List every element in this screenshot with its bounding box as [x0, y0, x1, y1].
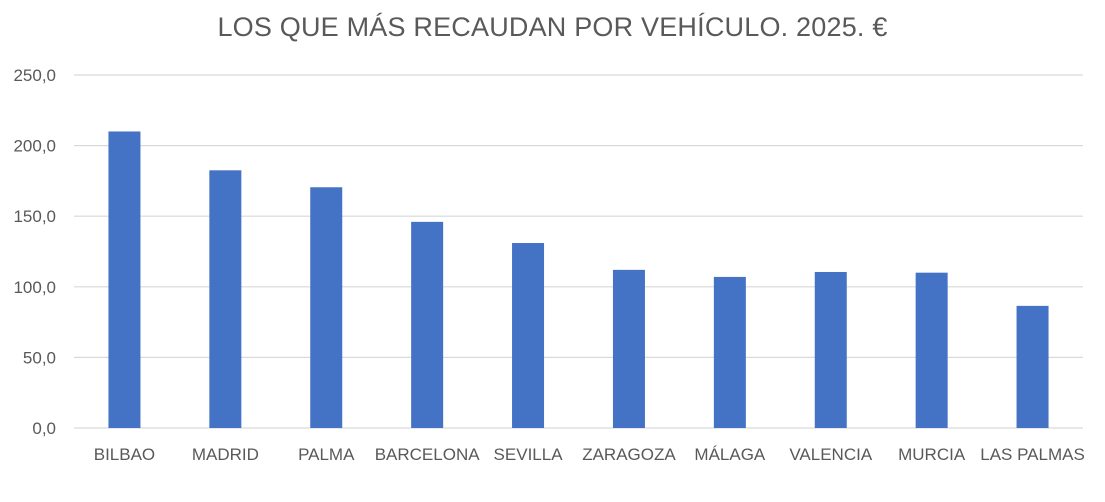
bar-murcia: [915, 272, 948, 428]
x-axis-labels: BILBAO MADRID PALMA BARCELONA SEVILLA ZARAGOZ…: [94, 445, 1085, 464]
bar-málaga: [713, 276, 746, 428]
x-category-label: MADRID: [192, 445, 259, 464]
y-tick-label: 100,0: [13, 278, 56, 297]
gridlines: [74, 74, 1083, 429]
x-category-label: MURCIA: [898, 445, 966, 464]
y-tick-label: 250,0: [13, 66, 56, 85]
bar-bilbao: [108, 131, 141, 429]
x-category-label: PALMA: [298, 445, 355, 464]
chart-title: LOS QUE MÁS RECAUDAN POR VEHÍCULO. 2025.…: [217, 12, 888, 42]
bar-barcelona: [411, 221, 444, 428]
bar-sevilla: [512, 243, 545, 428]
x-category-label: LAS PALMAS: [980, 445, 1085, 464]
x-category-label: BILBAO: [94, 445, 155, 464]
y-tick-label: 0,0: [32, 419, 56, 438]
y-tick-label: 200,0: [13, 137, 56, 156]
x-category-label: ZARAGOZA: [582, 445, 676, 464]
x-category-label: SEVILLA: [494, 445, 564, 464]
y-axis-ticks: 0,0 50,0 100,0 150,0 200,0 250,0: [13, 66, 56, 438]
bar-zaragoza: [612, 269, 645, 428]
y-tick-label: 150,0: [13, 207, 56, 226]
bar-madrid: [209, 170, 242, 428]
bar-palma: [310, 187, 343, 428]
y-tick-label: 50,0: [23, 348, 56, 367]
bar-valencia: [814, 271, 847, 428]
x-category-label: VALENCIA: [789, 445, 872, 464]
bars: [108, 131, 1049, 429]
bar-las-palmas: [1016, 305, 1049, 428]
x-category-label: BARCELONA: [375, 445, 481, 464]
x-category-label: MÁLAGA: [694, 445, 766, 464]
